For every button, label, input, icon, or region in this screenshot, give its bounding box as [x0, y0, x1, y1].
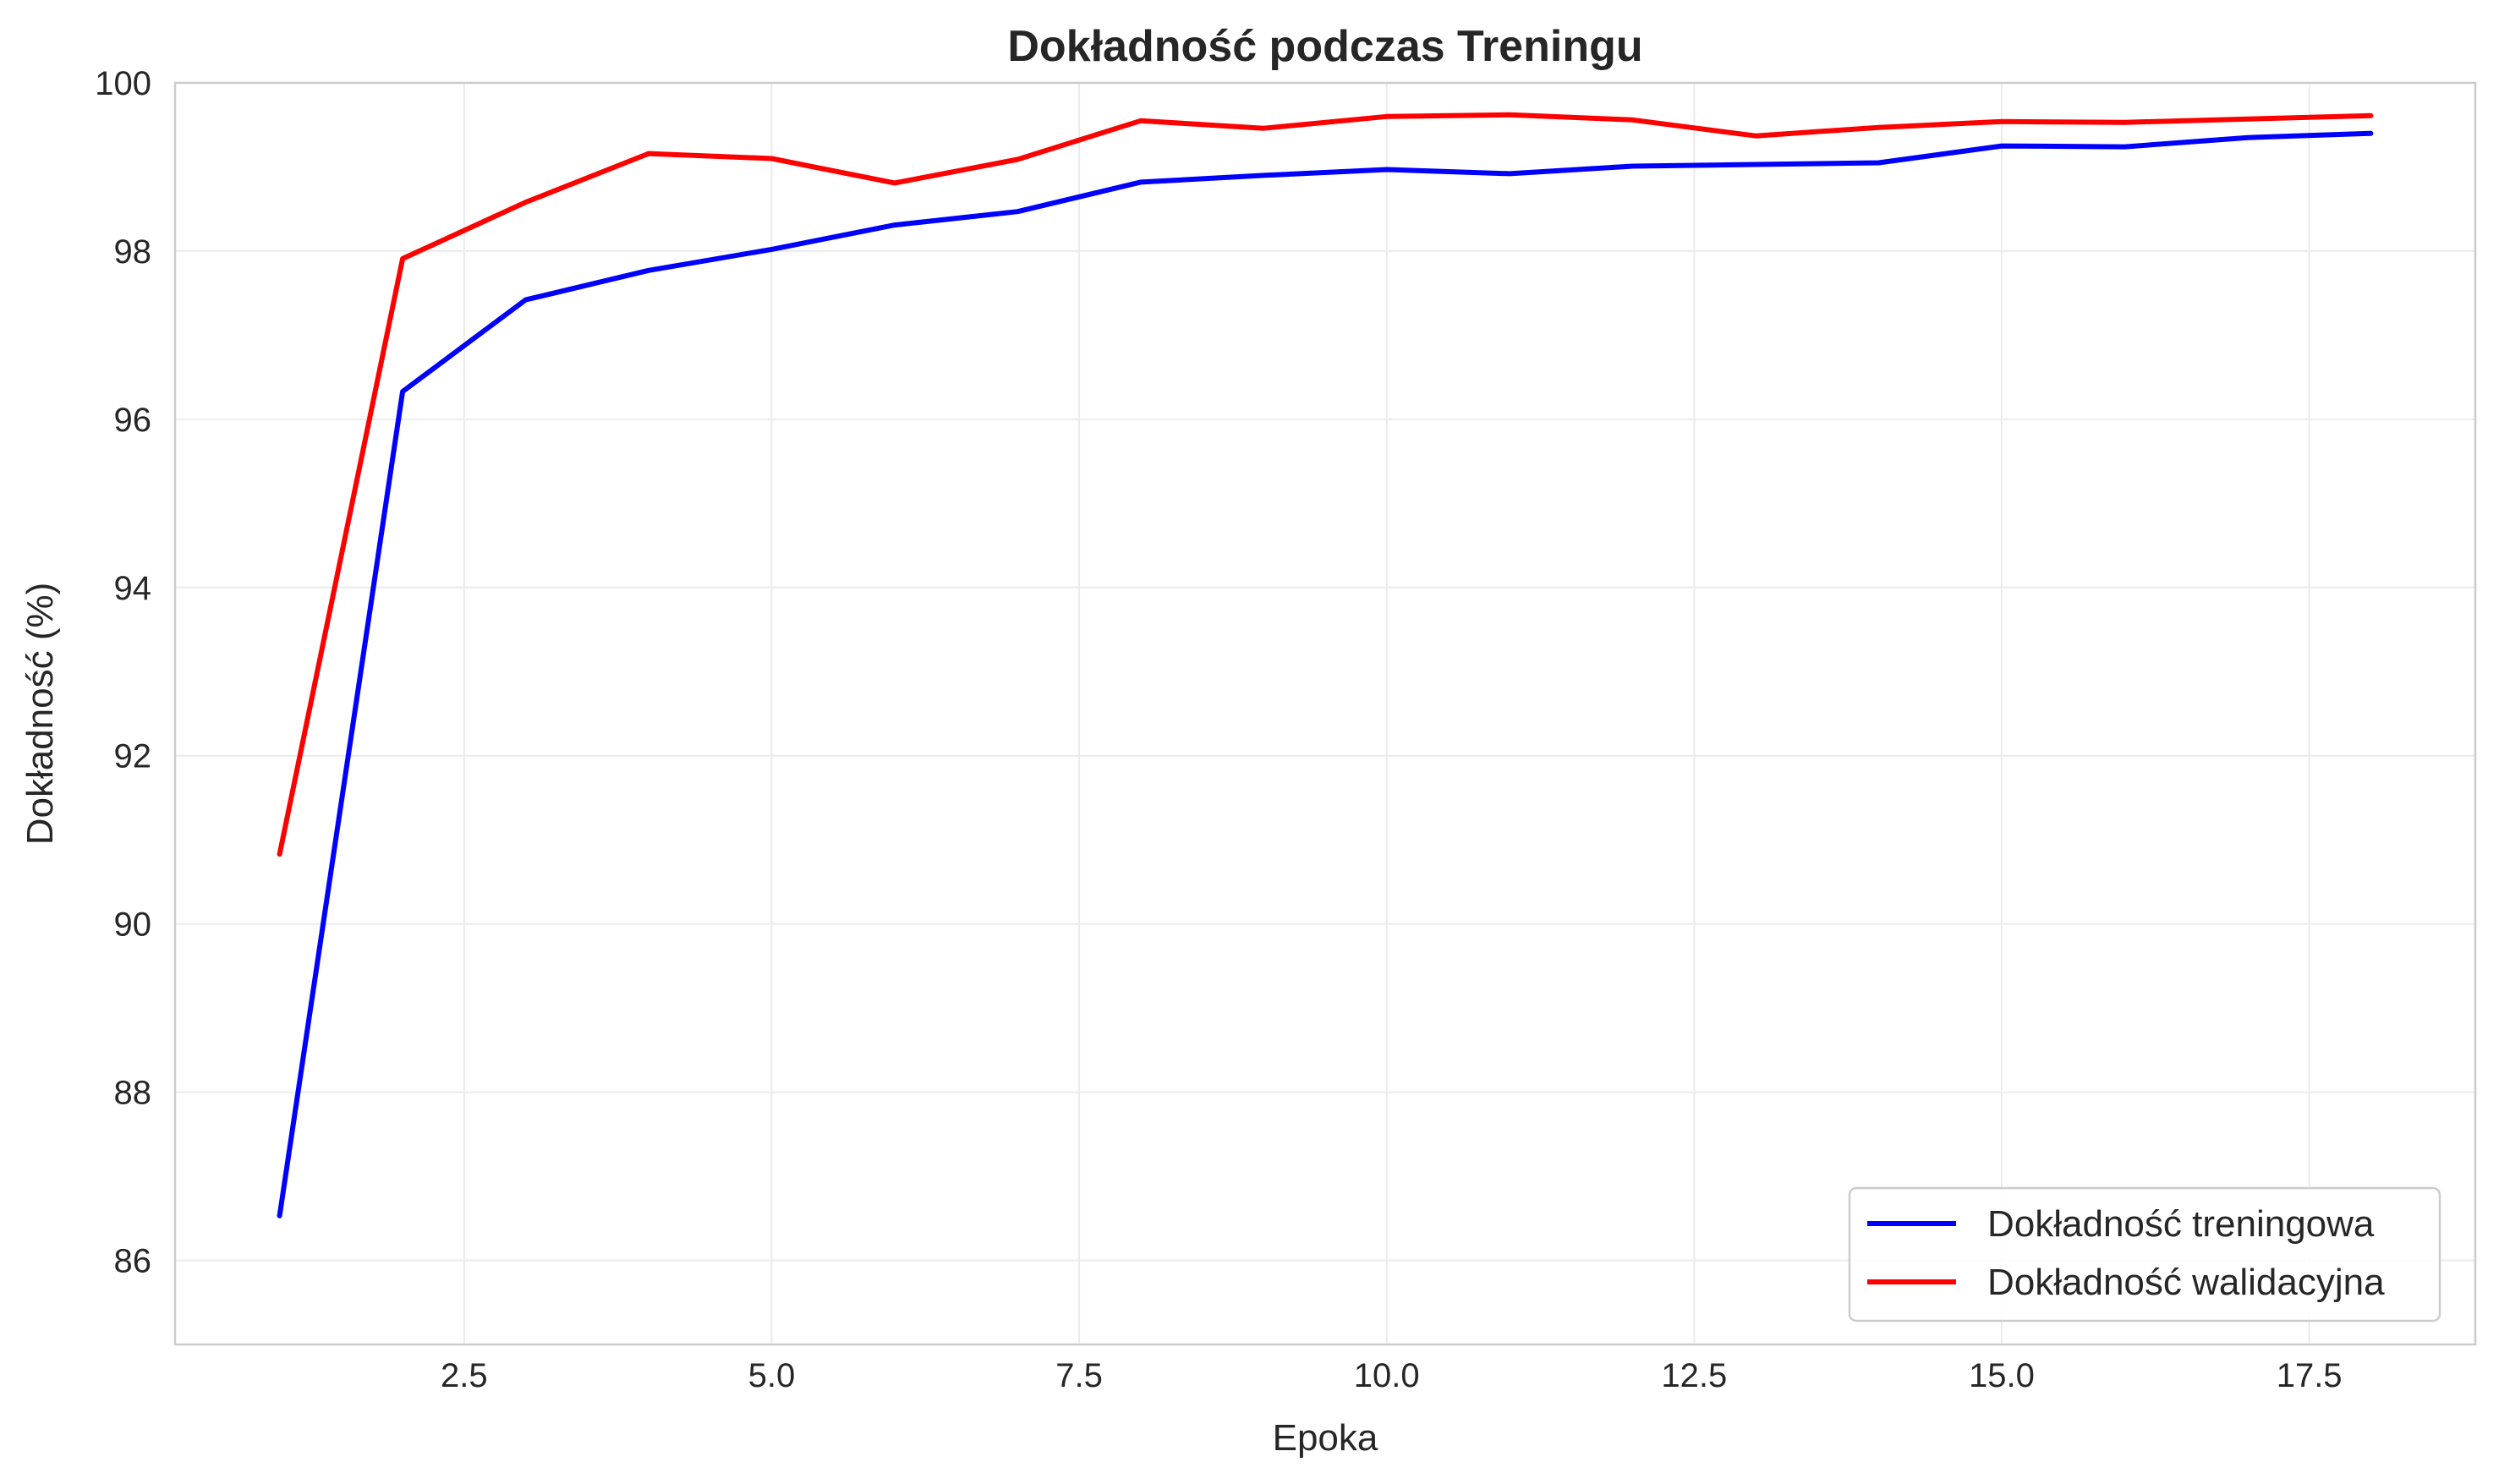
x-tick-label: 10.0	[1354, 1357, 1420, 1394]
x-tick-label: 2.5	[441, 1357, 488, 1394]
y-tick-label: 98	[114, 233, 152, 271]
legend-box	[1848, 1186, 2441, 1322]
x-tick-label: 12.5	[1661, 1357, 1727, 1394]
y-tick-label: 90	[114, 906, 152, 944]
legend-label-validation: Dokładność walidacyjna	[1987, 1262, 2385, 1303]
legend-label-training: Dokładność treningowa	[1987, 1203, 2375, 1245]
y-tick-label: 94	[114, 570, 152, 607]
x-tick-label: 15.0	[1969, 1357, 2035, 1394]
series-line-training	[277, 130, 2374, 1218]
y-tick-label: 96	[114, 402, 152, 439]
series-line-validation	[277, 112, 2374, 857]
series-lines	[277, 112, 2374, 1218]
chart-title: Dokładność podczas Treningu	[1007, 22, 1642, 71]
y-tick-label: 100	[95, 65, 151, 102]
y-tick-label: 92	[114, 738, 152, 775]
x-axis-label: Epoka	[1273, 1417, 1378, 1459]
plot-frame	[173, 81, 2477, 1346]
y-axis-label: Dokładność (%)	[19, 583, 61, 846]
y-tick-labels: 86 88 90 92 94 96 98 100	[95, 65, 151, 1280]
legend: Dokładność treningowa Dokładność walidac…	[1848, 1186, 2441, 1322]
x-tick-labels: 2.5 5.0 7.5 10.0 12.5 15.0 17.5	[441, 1357, 2343, 1394]
y-tick-label: 88	[114, 1075, 152, 1112]
x-tick-label: 5.0	[748, 1357, 796, 1394]
x-tick-label: 7.5	[1055, 1357, 1103, 1394]
y-tick-label: 86	[114, 1243, 152, 1280]
x-tick-label: 17.5	[2277, 1357, 2343, 1394]
